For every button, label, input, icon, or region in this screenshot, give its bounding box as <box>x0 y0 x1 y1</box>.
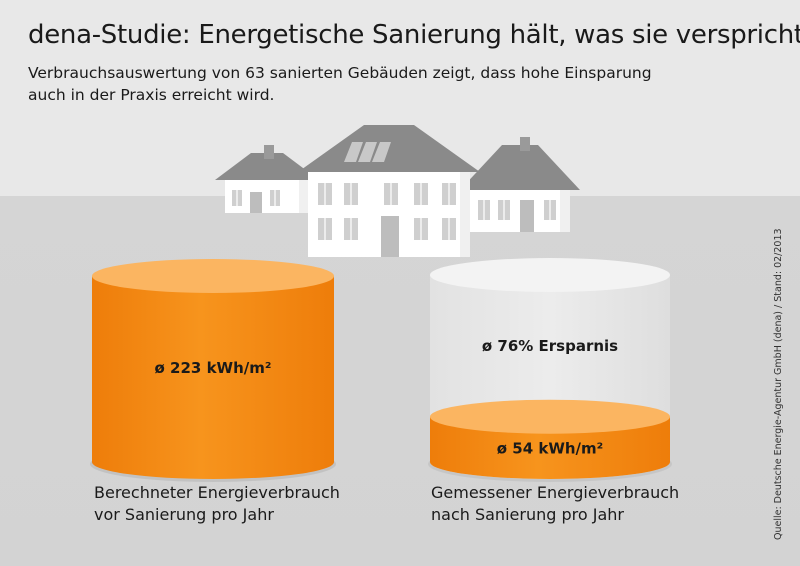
subtitle: Verbrauchsauswertung von 63 sanierten Ge… <box>28 62 748 106</box>
subtitle-line-2: auch in der Praxis erreicht wird. <box>28 86 275 104</box>
house-left <box>215 145 319 213</box>
house-right-wall-shade <box>560 190 570 232</box>
house-big-wall-shade <box>460 172 470 257</box>
subtitle-line-1: Verbrauchsauswertung von 63 sanierten Ge… <box>28 64 652 82</box>
category-label-after-line-1: Gemessener Energieverbrauch <box>431 483 680 502</box>
house-big-window-lower-1-bar <box>324 218 326 240</box>
house-big-window-upper-3-bar <box>390 183 392 205</box>
house-right-door <box>520 200 534 232</box>
house-right-chimney <box>520 137 530 151</box>
category-label-before: Berechneter Energieverbrauch vor Sanieru… <box>94 482 340 526</box>
category-label-after: Gemessener Energieverbrauch nach Sanieru… <box>431 482 679 526</box>
house-right-window-3-bar <box>549 200 551 220</box>
houses-illustration <box>215 125 580 257</box>
solar-panel <box>344 142 363 162</box>
solar-panel <box>372 142 391 162</box>
house-big-window-upper-2-bar <box>350 183 352 205</box>
house-left-wall-shade <box>299 180 309 213</box>
house-left-door <box>250 192 262 213</box>
house-big <box>298 125 480 257</box>
bar-after: ø 76% Ersparnis ø 54 kWh/m² <box>428 258 672 482</box>
house-right-roof <box>460 145 580 190</box>
house-left-roof <box>215 153 319 180</box>
house-big-door <box>381 216 399 257</box>
house-left-window-2-bar <box>274 190 276 206</box>
house-big-window-upper-1-bar <box>324 183 326 205</box>
house-left-chimney <box>264 145 274 159</box>
cylinders: ø 223 kWh/m² ø 76% Ersparnis ø 54 kWh/m² <box>90 258 672 482</box>
value-label-before: ø 223 kWh/m² <box>155 359 272 377</box>
house-big-window-upper-5-bar <box>448 183 450 205</box>
page-title: dena-Studie: Energetische Sanierung hält… <box>28 20 800 50</box>
savings-annotation: ø 76% Ersparnis <box>482 337 618 355</box>
category-label-before-line-1: Berechneter Energieverbrauch <box>94 483 340 502</box>
house-left-window-1-bar <box>236 190 238 206</box>
house-big-window-upper-4-bar <box>420 183 422 205</box>
house-big-window-lower-2-bar <box>350 218 352 240</box>
category-label-after-line-2: nach Sanierung pro Jahr <box>431 505 624 524</box>
house-big-window-lower-4-bar <box>448 218 450 240</box>
bar-before: ø 223 kWh/m² <box>90 259 336 482</box>
bar-after-fill-top <box>430 399 670 434</box>
value-label-after: ø 54 kWh/m² <box>497 439 604 457</box>
category-label-before-line-2: vor Sanierung pro Jahr <box>94 505 274 524</box>
solar-panel <box>358 142 377 162</box>
house-big-roof <box>298 125 480 172</box>
bar-after-fill-side <box>430 416 670 479</box>
house-right-window-1-bar <box>483 200 485 220</box>
house-right <box>460 137 580 232</box>
bar-before-top <box>92 259 334 293</box>
bar-after-outline-top <box>430 258 670 292</box>
source-note: Quelle: Deutsche Energie-Agentur GmbH (d… <box>773 228 784 540</box>
house-right-window-2-bar <box>503 200 505 220</box>
house-big-window-lower-3-bar <box>420 218 422 240</box>
bar-before-side <box>92 276 334 479</box>
